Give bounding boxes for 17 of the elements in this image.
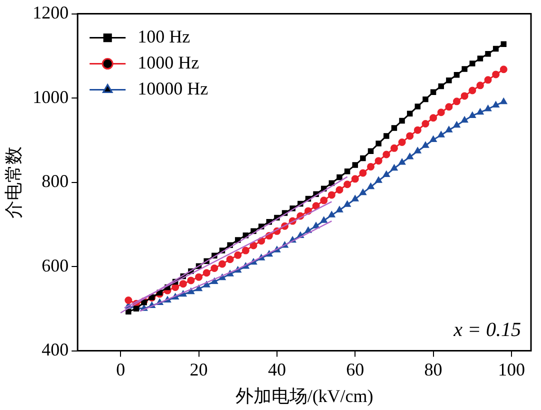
y-tick-label: 1000 [32, 86, 69, 107]
y-tick-label: 600 [42, 255, 69, 276]
legend-label: 100 Hz [138, 26, 190, 47]
y-axis-title: 介电常数 [4, 146, 24, 218]
x-tick-label: 0 [116, 359, 126, 380]
legend-label: 1000 Hz [138, 52, 200, 73]
annotation: x = 0.15 [452, 319, 521, 342]
y-tick-label: 1200 [32, 2, 69, 23]
legend-label: 10000 Hz [138, 78, 208, 99]
x-tick-label: 60 [346, 359, 364, 380]
y-tick-label: 800 [42, 171, 69, 192]
y-tick-label: 400 [42, 340, 69, 360]
x-tick-label: 20 [190, 359, 208, 380]
x-tick-label: 80 [424, 359, 442, 380]
x-tick-label: 40 [268, 359, 286, 380]
x-tick-label: 100 [498, 359, 525, 380]
x-axis-title: 外加电场/(kV/cm) [235, 386, 374, 406]
